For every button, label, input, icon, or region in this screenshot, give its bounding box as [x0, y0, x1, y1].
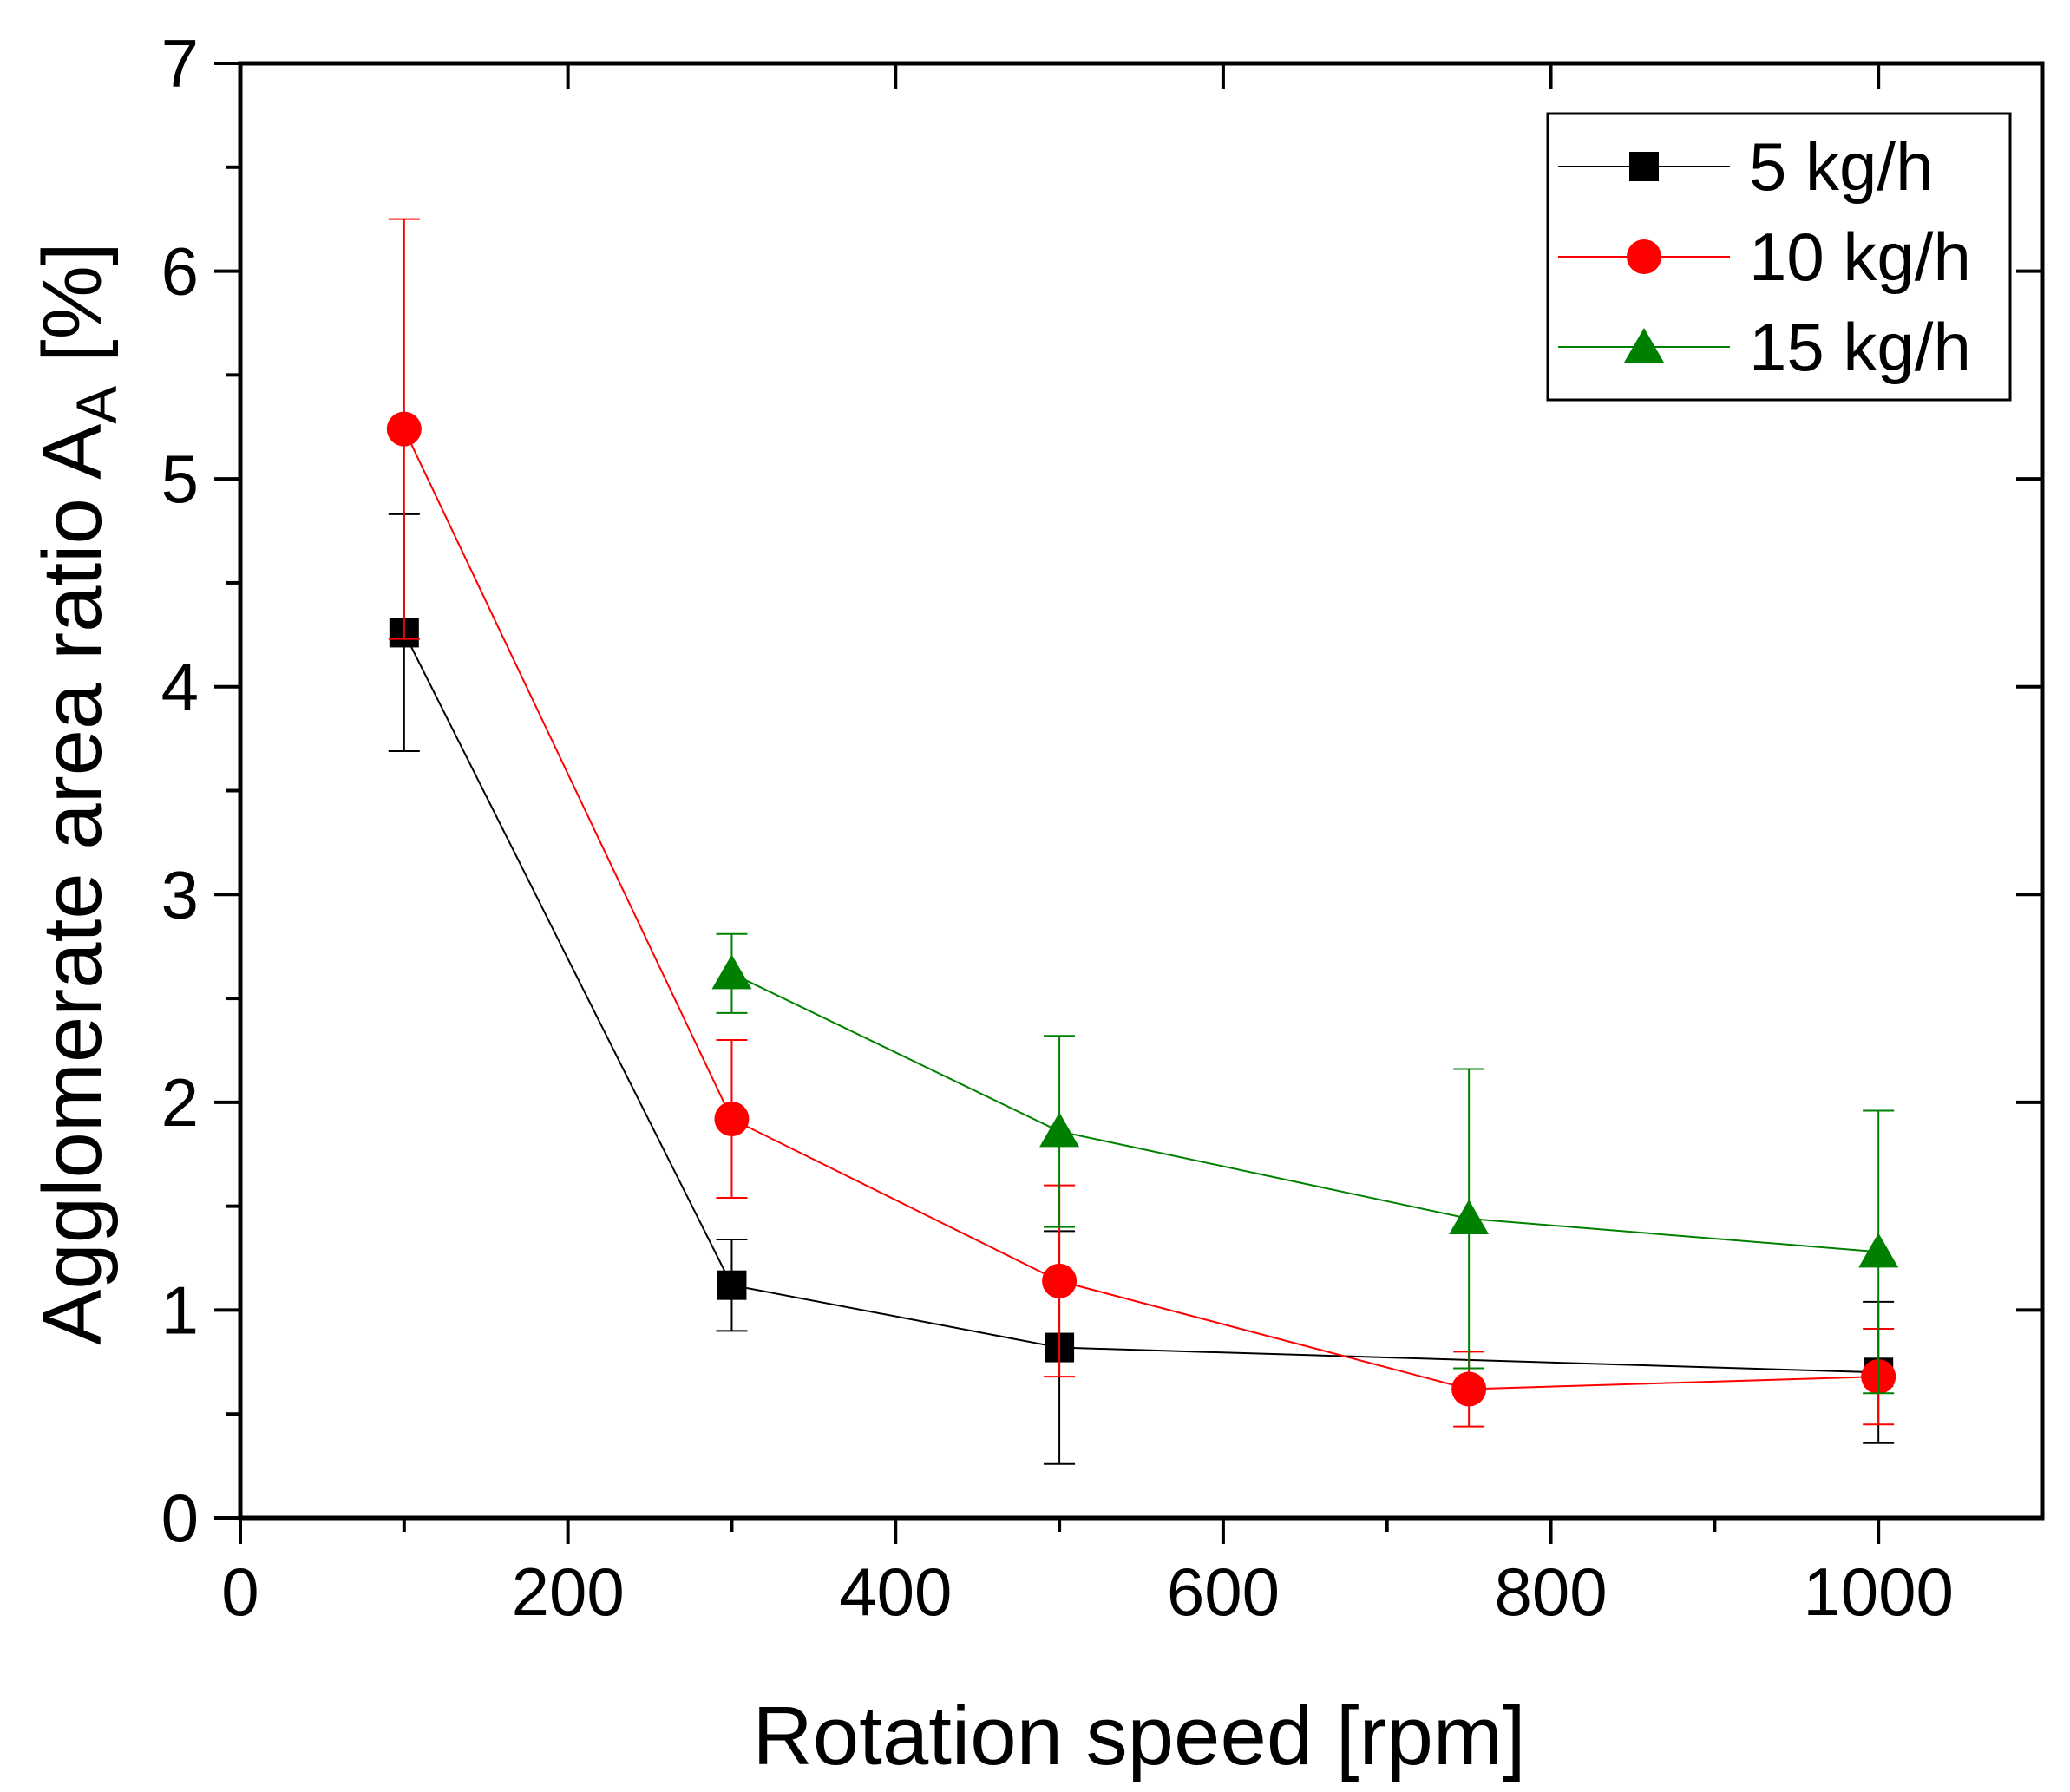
data-point — [717, 1270, 747, 1300]
legend-label: 10 kg/h — [1749, 219, 1971, 295]
y-tick-label: 3 — [161, 856, 199, 932]
y-axis-title-main: Agglomerate area ratio A — [26, 424, 119, 1345]
data-point — [711, 954, 752, 990]
data-point — [1451, 1371, 1487, 1407]
data-point — [1042, 1263, 1078, 1298]
series-line — [403, 631, 1879, 1374]
x-tick-label: 400 — [839, 1553, 952, 1630]
y-tick-label: 4 — [161, 649, 199, 725]
data-point — [386, 411, 422, 447]
series-line — [731, 972, 1879, 1253]
data-point — [1449, 1200, 1490, 1235]
y-axis-title-subscript: A — [64, 386, 128, 424]
y-tick-label: 7 — [161, 25, 199, 101]
x-axis: 0 200 400 600 800 1000 — [221, 63, 1954, 1630]
x-tick-label: 200 — [512, 1553, 625, 1630]
data-point — [714, 1102, 750, 1137]
y-tick-label: 2 — [161, 1064, 199, 1141]
legend-marker — [1624, 328, 1664, 363]
series-5-kg-h — [388, 513, 1895, 1465]
series-10-kg-h — [386, 218, 1896, 1428]
y-axis-title-suffix: [%] — [26, 242, 119, 385]
x-axis-title: Rotation speed [rpm] — [752, 1690, 1525, 1782]
legend-label: 5 kg/h — [1749, 128, 1933, 205]
y-axis: 0 1 2 3 4 5 6 7 — [161, 25, 2042, 1556]
series-15-kg-h — [711, 932, 1899, 1395]
y-tick-label: 0 — [161, 1480, 199, 1556]
y-tick-label: 5 — [161, 441, 199, 517]
series-line — [403, 428, 1879, 1390]
legend: 5 kg/h 10 kg/h 15 kg/h — [1546, 112, 2012, 402]
x-tick-label: 600 — [1167, 1553, 1280, 1630]
x-tick-label: 1000 — [1803, 1553, 1954, 1630]
series-layer — [386, 218, 1899, 1465]
data-point — [1858, 1233, 1899, 1268]
data-point — [1039, 1112, 1080, 1148]
y-tick-label: 6 — [161, 233, 199, 310]
x-tick-label: 0 — [221, 1553, 259, 1630]
x-tick-label: 800 — [1494, 1553, 1607, 1630]
y-tick-label: 1 — [161, 1272, 199, 1348]
legend-marker — [1627, 239, 1661, 274]
y-axis-title: Agglomerate area ratio AA [%] — [26, 242, 128, 1344]
legend-marker — [1629, 152, 1659, 181]
legend-label: 15 kg/h — [1749, 309, 1971, 385]
